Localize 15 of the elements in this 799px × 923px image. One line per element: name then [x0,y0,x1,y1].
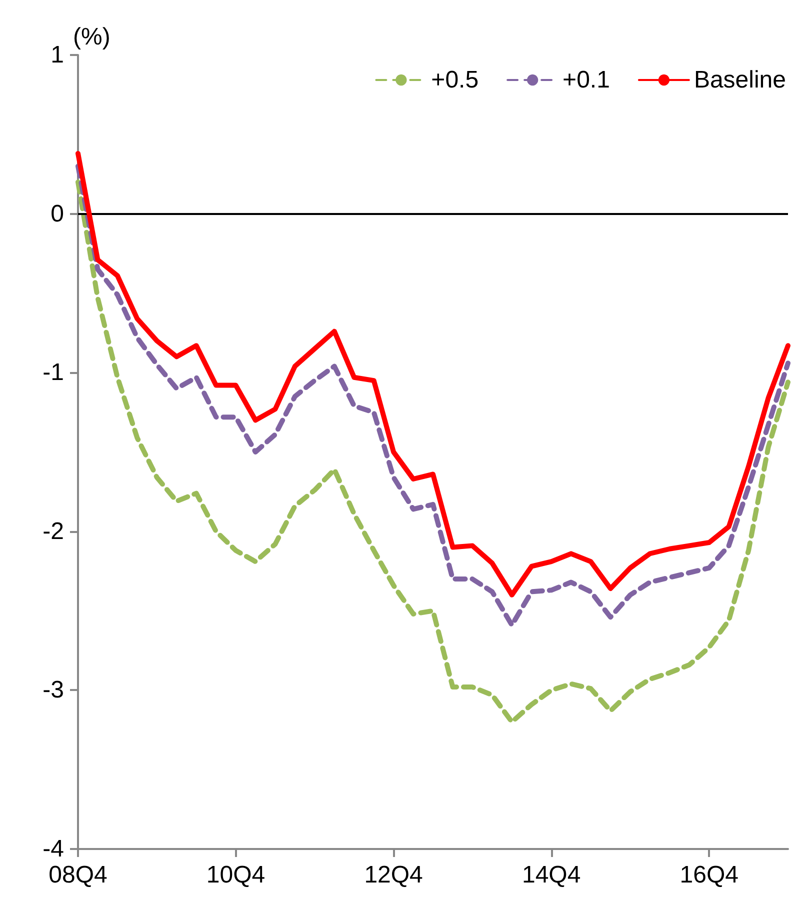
y-tick-label: 0 [50,200,64,228]
y-tick-label: -1 [42,359,64,386]
x-tick-label: 08Q4 [48,862,108,888]
y-tick-label: -3 [42,676,64,704]
x-tick-label: 16Q4 [680,862,738,888]
legend-label: +0.5 [431,66,479,94]
x-tick-label: 12Q4 [364,862,423,888]
y-axis-title: (%) [73,24,110,50]
y-tick-label: 1 [50,42,64,68]
x-tick-label: 10Q4 [206,862,266,888]
legend-label: Baseline [694,66,786,94]
y-tick-label: -4 [42,836,64,862]
legend-label: +0.1 [562,66,610,94]
x-tick-label: 14Q4 [522,862,581,888]
y-tick-label: -2 [42,518,64,545]
